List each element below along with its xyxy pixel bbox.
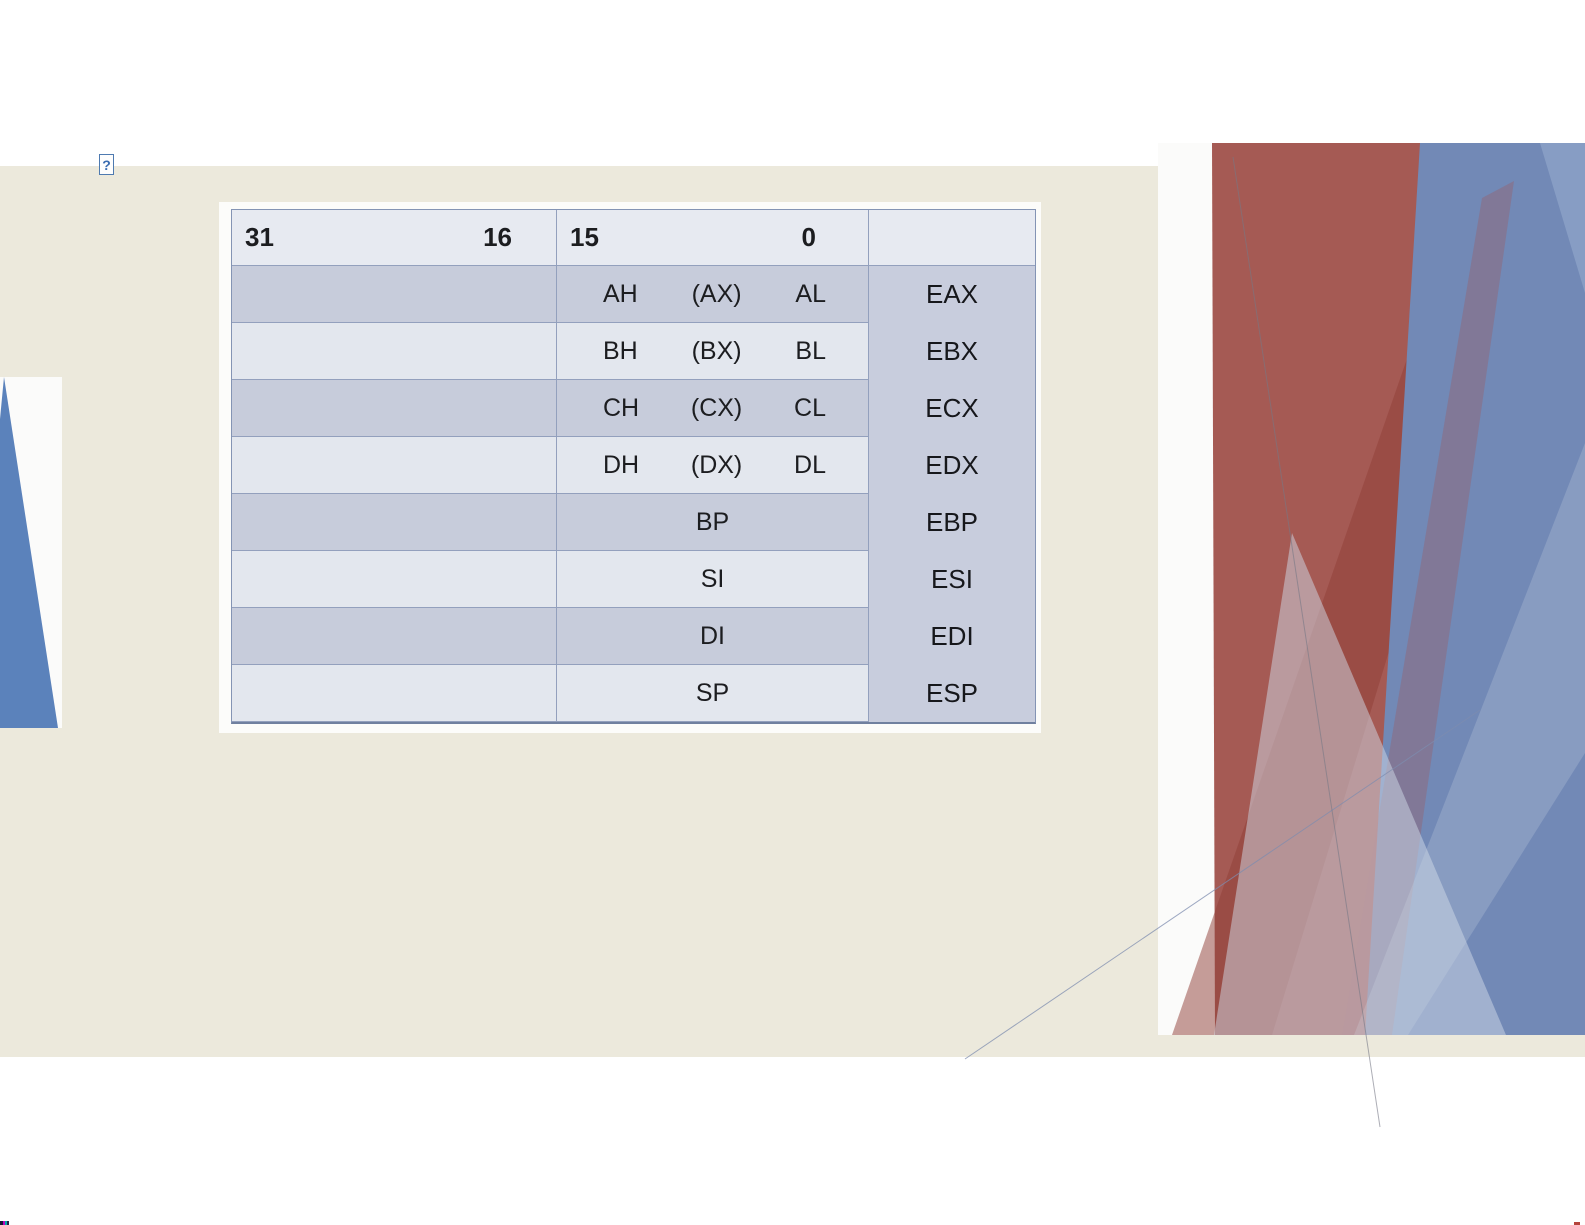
reg-ebp-label: EBP: [925, 507, 979, 537]
bit-header-low-word: 15 0: [557, 210, 869, 266]
left-triangle-graphic: [0, 377, 58, 728]
reg-si-label: SI: [700, 564, 725, 593]
reg-bx-label: (BX): [691, 336, 742, 365]
bit-header-high-word: 31 16: [232, 210, 557, 266]
left-blue-triangle: [0, 377, 58, 728]
subregister-cell-bx: BH (BX) BL: [557, 323, 869, 380]
reg-dh-label: DH: [603, 450, 640, 479]
reg-ecx-label: ECX: [925, 393, 979, 423]
extended-register-column: EAX EBX ECX EDX EBP ESI EDI ESP: [869, 266, 1035, 722]
subregister-cell-cx: CH (CX) CL: [557, 380, 869, 437]
reg-cx-label: (CX): [690, 393, 743, 422]
reg-dl-label: DL: [794, 450, 826, 479]
reg-eax-label: EAX: [925, 279, 979, 309]
reg-bh-label: BH: [603, 336, 638, 365]
reg-cl-label: CL: [794, 393, 826, 422]
subregister-cell-bp: BP: [557, 494, 869, 551]
subregister-cell-sp: SP: [557, 665, 869, 722]
reg-bp-label: BP: [695, 507, 730, 536]
subregister-cell-dx: DH (DX) DL: [557, 437, 869, 494]
high-word-cell: [232, 437, 557, 494]
reg-dx-label: (DX): [690, 450, 743, 479]
reg-al-label: AL: [795, 279, 826, 308]
table-image-backing: 31 16 15 0 AH (AX) AL BH (BX) BL CH (CX)…: [219, 202, 1041, 733]
bottom-left-pixel-artifact: [0, 1221, 9, 1225]
template-graphic: [1158, 143, 1585, 1035]
bit-15-label: 15: [570, 222, 599, 252]
reg-ax-label: (AX): [691, 279, 742, 308]
high-word-cell: [232, 665, 557, 722]
reg-sp-label: SP: [695, 678, 730, 707]
reg-ah-label: AH: [603, 279, 638, 308]
subregister-cell-di: DI: [557, 608, 869, 665]
high-word-cell: [232, 494, 557, 551]
bit-16-label: 16: [483, 222, 512, 252]
broken-image-icon: ?: [99, 154, 114, 175]
reg-di-label: DI: [700, 621, 725, 650]
reg-esp-label: ESP: [925, 678, 979, 708]
register-table: 31 16 15 0 AH (AX) AL BH (BX) BL CH (CX)…: [231, 209, 1036, 724]
reg-esi-label: ESI: [931, 564, 973, 594]
high-word-cell: [232, 608, 557, 665]
reg-edx-label: EDX: [925, 450, 979, 480]
reg-bl-label: BL: [795, 336, 826, 365]
high-word-cell: [232, 266, 557, 323]
high-word-cell: [232, 551, 557, 608]
reg-ebx-label: EBX: [925, 336, 979, 366]
bit-0-label: 0: [801, 222, 816, 252]
subregister-cell-ax: AH (AX) AL: [557, 266, 869, 323]
left-edge-decoration: [0, 377, 62, 728]
reg-ch-label: CH: [603, 393, 640, 422]
right-template-panel: [1158, 143, 1585, 1035]
extended-register-header-cell: [869, 210, 1035, 266]
reg-edi-label: EDI: [930, 621, 974, 651]
bit-31-label: 31: [245, 222, 274, 252]
high-word-cell: [232, 323, 557, 380]
light-blue-corner-shape: [1540, 143, 1585, 293]
subregister-cell-si: SI: [557, 551, 869, 608]
bottom-right-pixel-artifact: [1574, 1222, 1580, 1225]
high-word-cell: [232, 380, 557, 437]
broken-image-glyph: ?: [102, 156, 111, 173]
